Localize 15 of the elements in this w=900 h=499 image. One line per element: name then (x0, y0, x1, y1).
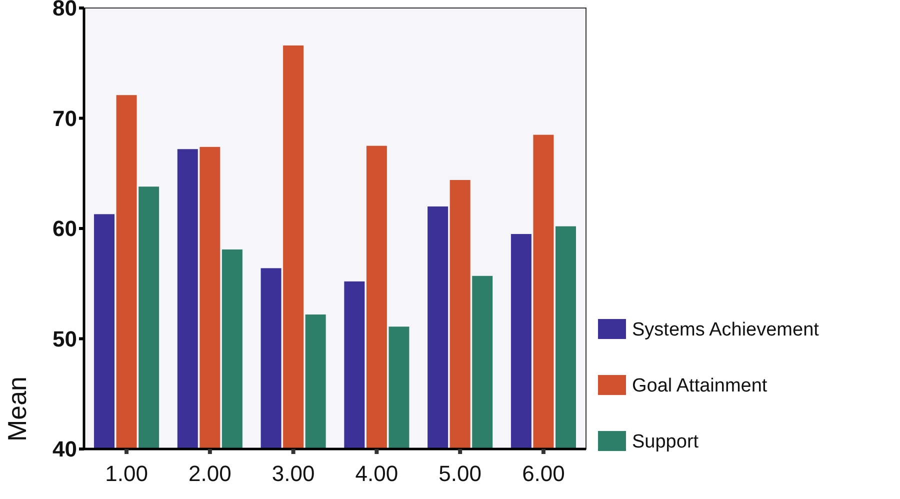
y-tick-label: 60 (52, 216, 77, 242)
x-tick-label: 3.00 (272, 461, 315, 486)
y-tick-label: 80 (52, 0, 77, 21)
y-tick-label: 40 (52, 436, 77, 462)
x-tick-label: 2.00 (188, 461, 232, 486)
x-tick-label: 6.00 (522, 461, 565, 486)
legend-label: Support (632, 432, 700, 453)
x-tick-label: 4.00 (355, 461, 398, 486)
legend-label: Systems Achievement (632, 320, 820, 341)
x-tick-label: 5.00 (438, 461, 482, 486)
y-axis-title: Mean (2, 376, 32, 442)
x-tick-label: 1.00 (105, 461, 148, 486)
legend-label: Goal Attainment (632, 376, 768, 397)
y-tick-label: 50 (52, 326, 77, 352)
y-tick-label: 70 (52, 106, 77, 131)
